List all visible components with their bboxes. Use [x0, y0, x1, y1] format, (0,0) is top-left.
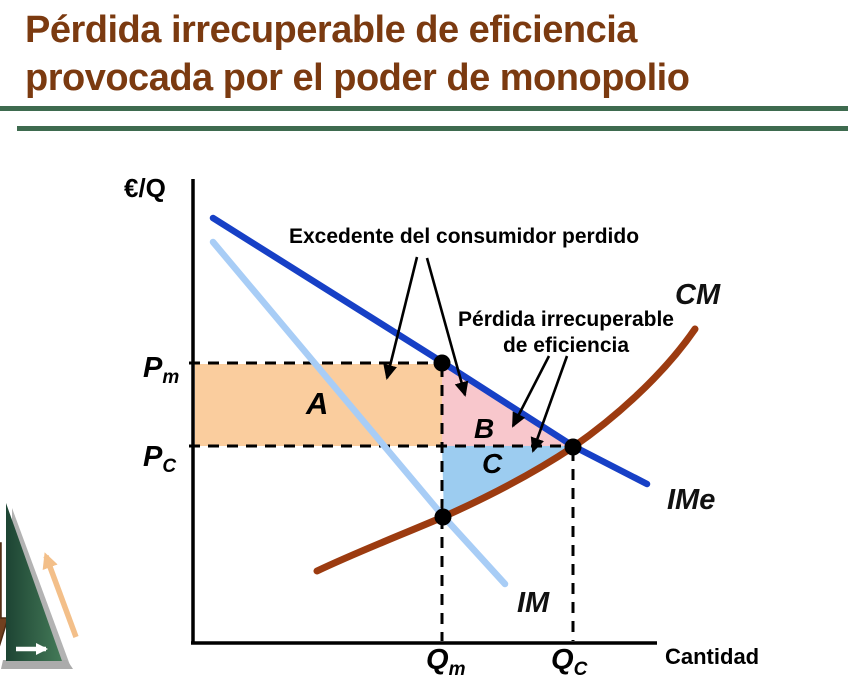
title-divider-bottom — [17, 126, 848, 131]
qm-quantity-label: Qm — [426, 644, 466, 677]
qm-sub: m — [449, 659, 466, 677]
page-title: Pérdida irrecuperable de eficiencia prov… — [25, 6, 690, 102]
region-b-label: B — [474, 413, 494, 444]
pc-price-label: PC — [143, 441, 176, 477]
consumer-surplus-arrow-to-a — [383, 256, 419, 380]
page-title-line2: provocada por el poder de monopolio — [25, 57, 690, 99]
region-a-label: A — [305, 386, 328, 421]
consumer-surplus-arrow-to-b — [425, 257, 469, 397]
deadweight-arrow-to-c — [530, 355, 569, 453]
im-cm-intersection-dot — [434, 508, 452, 526]
marginal-cost-curve-CM — [313, 325, 699, 575]
pc-sub: C — [162, 456, 176, 477]
qc-base: Q — [551, 644, 574, 676]
qm-base: Q — [426, 644, 449, 676]
competitive-point-dot — [564, 438, 582, 456]
deadweight-annotation-line1: Pérdida irrecuperable — [458, 308, 674, 331]
deadweight-annotation-line2: de eficiencia — [503, 334, 629, 357]
monopoly-point-dot — [433, 354, 451, 372]
cm-curve-label: CM — [675, 279, 721, 311]
demand-curve-IMe — [209, 214, 651, 488]
title-divider-top — [0, 106, 848, 111]
logo-green-triangle-icon — [6, 503, 62, 661]
qc-quantity-label: QC — [551, 644, 588, 677]
y-axis-title: €/Q — [124, 173, 166, 203]
consumer-surplus-annotation: Excedente del consumidor perdido — [289, 225, 639, 248]
slide-logo — [0, 503, 79, 669]
pm-base: P — [143, 352, 163, 384]
pm-sub: m — [162, 367, 179, 388]
pc-base: P — [143, 441, 163, 473]
deadweight-arrow-to-b — [511, 355, 551, 428]
pm-price-label: Pm — [143, 352, 179, 388]
qc-sub: C — [574, 659, 588, 677]
logo-base-bar — [1, 660, 73, 669]
page-title-line1: Pérdida irrecuperable de eficiencia — [25, 9, 637, 51]
region-a-monopoly-profit — [195, 364, 442, 446]
im-curve-label: IM — [517, 587, 550, 619]
annotation-arrows — [383, 256, 569, 453]
x-axis-title: Cantidad — [665, 644, 759, 669]
logo-orange-up-arrow-icon — [42, 552, 79, 638]
axes — [191, 179, 657, 645]
region-c-label: C — [482, 448, 503, 479]
ime-curve-label: IMe — [667, 484, 715, 516]
